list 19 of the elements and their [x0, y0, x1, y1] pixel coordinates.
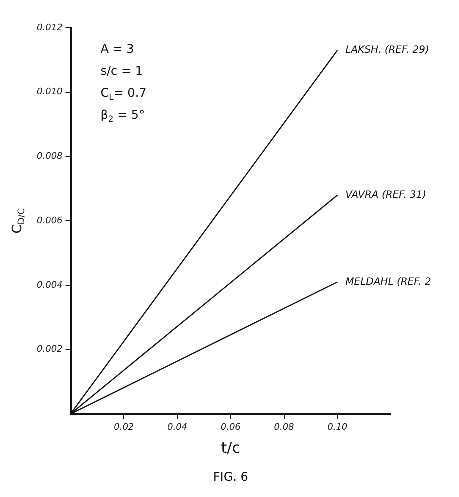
annotation: s/c = 1	[100, 64, 143, 78]
y-tick-label: 0.012	[37, 23, 64, 34]
y-tick-label: 0.008	[37, 152, 64, 162]
series-label: MELDAHL (REF. 2	[346, 276, 432, 288]
series-label: VAVRA (REF. 31)	[346, 190, 427, 201]
x-tick-label: 0.04	[167, 422, 188, 433]
x-axis-title: t/c	[221, 438, 240, 457]
y-axis-title: CD/C	[10, 208, 28, 234]
x-tick-label: 0.02	[114, 422, 134, 433]
y-tick-label: 0.010	[37, 88, 64, 98]
x-tick-label: 0.06	[220, 422, 242, 433]
series-label: LAKSH. (REF. 29)	[346, 45, 430, 56]
caption: FIG. 6	[213, 470, 248, 484]
y-tick-label: 0.002	[37, 345, 64, 356]
y-tick-label: 0.006	[37, 216, 64, 226]
x-tick-label: 0.08	[274, 422, 295, 433]
y-tick-label: 0.004	[37, 280, 64, 291]
annotation: A = 3	[100, 42, 134, 56]
x-tick-label: 0.10	[328, 422, 348, 433]
